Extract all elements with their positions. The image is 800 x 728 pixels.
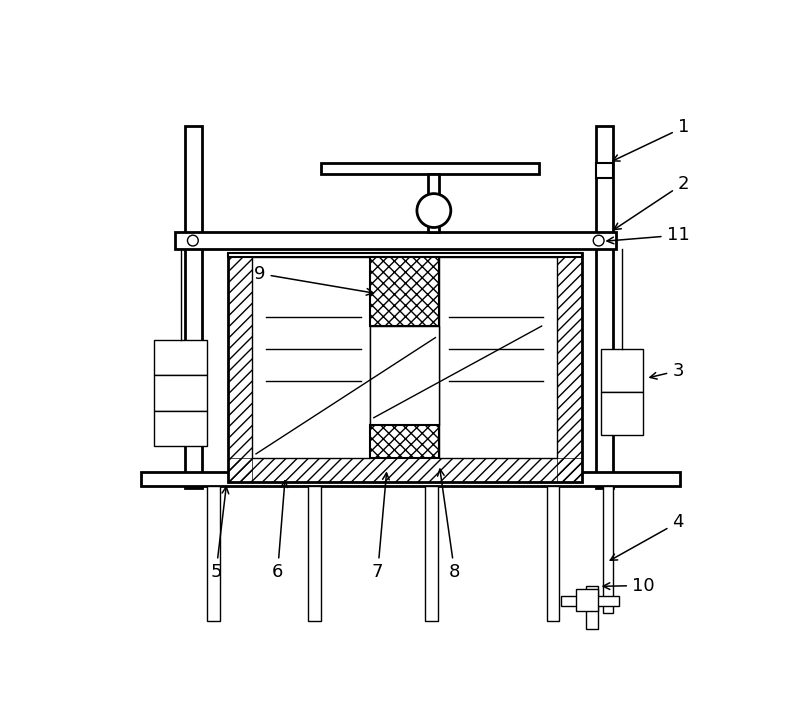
Bar xyxy=(596,126,614,488)
Circle shape xyxy=(417,194,451,227)
Text: 1: 1 xyxy=(613,119,689,161)
Bar xyxy=(370,425,439,458)
Circle shape xyxy=(187,235,198,246)
Bar xyxy=(547,486,559,621)
Bar xyxy=(175,232,615,249)
Text: 3: 3 xyxy=(650,362,684,380)
Bar xyxy=(227,253,582,257)
Text: 6: 6 xyxy=(272,480,288,582)
Bar xyxy=(602,486,614,613)
Bar xyxy=(322,163,538,173)
Bar xyxy=(308,486,321,621)
Bar xyxy=(439,257,557,458)
Text: 8: 8 xyxy=(438,469,460,582)
Text: 2: 2 xyxy=(614,175,689,229)
Text: 7: 7 xyxy=(372,473,390,582)
Bar xyxy=(252,257,557,458)
Bar xyxy=(252,257,370,458)
Bar xyxy=(601,349,643,392)
Bar xyxy=(586,586,598,629)
Bar xyxy=(429,173,439,232)
Text: 11: 11 xyxy=(607,226,690,244)
Bar xyxy=(601,392,643,435)
Bar xyxy=(154,376,206,411)
Bar xyxy=(426,486,438,621)
Bar xyxy=(557,253,582,483)
Bar xyxy=(154,411,206,446)
Text: 9: 9 xyxy=(254,265,374,295)
Bar xyxy=(207,486,220,621)
Bar xyxy=(370,257,439,326)
Bar xyxy=(596,163,614,178)
Bar xyxy=(227,253,582,483)
Circle shape xyxy=(594,235,604,246)
Bar xyxy=(141,472,679,486)
Bar xyxy=(185,126,202,488)
Text: 4: 4 xyxy=(610,513,684,561)
Text: 10: 10 xyxy=(603,577,654,595)
Bar xyxy=(561,596,618,606)
Bar xyxy=(227,458,582,483)
Bar xyxy=(154,340,206,376)
Bar xyxy=(227,253,252,483)
Bar xyxy=(576,590,598,611)
Text: 5: 5 xyxy=(210,487,229,582)
Bar xyxy=(370,326,439,425)
